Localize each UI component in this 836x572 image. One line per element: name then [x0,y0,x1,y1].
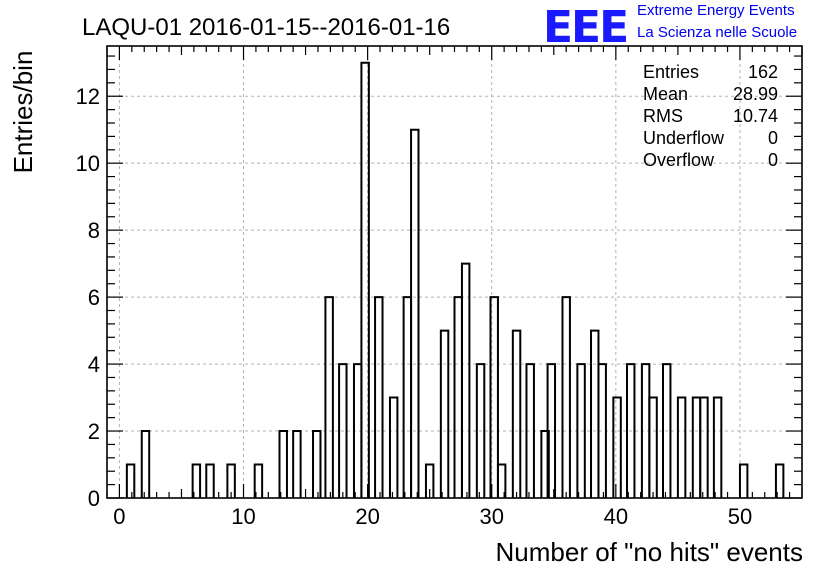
x-tick-label: 50 [728,504,752,529]
histogram-bin [576,363,586,498]
histogram-bin [612,396,622,498]
histogram-bin [402,296,413,498]
stats-value: 0 [768,150,778,170]
histogram-bin [460,262,471,498]
logo-line-1: Extreme Energy Events [637,2,795,19]
y-tick-label: 2 [88,419,100,444]
histogram-bin [597,363,607,498]
histogram-bin [712,396,723,498]
x-tick-label: 0 [113,504,125,529]
x-tick-label: 10 [231,504,255,529]
histogram-bin [140,430,151,498]
histogram-bin [691,396,702,498]
axis-ticks: 0 10 20 30 40 50 0 2 4 6 8 10 12 [76,46,803,529]
x-tick-label: 20 [355,504,379,529]
histogram-bin [410,128,420,498]
histogram-bin [561,296,571,498]
histogram-bin [453,296,463,498]
histogram-bin [424,463,435,498]
histogram-bin [475,363,486,498]
stats-label: Overflow [643,150,715,170]
histogram-bin [662,363,672,498]
histogram-bin [439,329,450,498]
histogram-bin [278,430,288,498]
histogram-bin [626,363,636,498]
stats-label: RMS [643,106,683,126]
histogram-bin [324,296,334,498]
stats-value: 10.74 [733,106,778,126]
histogram-bin [590,329,600,498]
chart-title: LAQU-01 2016-01-15--2016-01-16 [82,14,450,41]
histogram-bars [125,61,785,498]
y-tick-label: 4 [88,352,100,377]
grid-lines [107,46,802,498]
histogram-bin [338,363,348,498]
histogram-bin [360,61,370,498]
stats-box: Entries 162 Mean 28.99 RMS 10.74 Underflow 0 Ove… [643,62,778,170]
histogram-bin [525,363,535,498]
x-tick-label: 40 [604,504,628,529]
stats-label: Underflow [643,128,725,148]
stats-value: 0 [768,128,778,148]
y-tick-label: 8 [88,218,100,243]
histogram-bin [388,396,399,498]
histogram-bin [125,463,136,498]
y-tick-label: 12 [76,84,100,109]
histogram-bin [540,430,550,498]
histogram-bin [676,396,687,498]
histogram-bin [738,463,749,498]
histogram-bin [546,363,557,498]
stats-label: Entries [643,62,699,82]
histogram-bin [374,296,384,498]
histogram-bin [699,396,709,498]
histogram-bin [205,463,215,498]
y-tick-label: 6 [88,285,100,310]
histogram-bin [312,430,322,498]
logo-line-2: La Scienza nelle Scuole [637,24,798,41]
histogram-bin [253,463,264,498]
stats-label: Mean [643,84,688,104]
histogram-bin [226,463,236,498]
histogram-bin [191,463,202,498]
histogram-bin [496,463,507,498]
histogram-bin [648,396,658,498]
eee-logo: EEE [543,2,629,53]
histogram-bin [774,463,785,498]
histogram-bin [292,430,302,498]
histogram-bin [511,329,522,498]
y-tick-label: 0 [88,486,100,511]
x-tick-label: 30 [479,504,503,529]
stats-value: 28.99 [733,84,778,104]
y-axis-label: Entries/bin [8,51,38,174]
x-axis-label: Number of "no hits" events [496,537,804,567]
stats-value: 162 [748,62,778,82]
histogram-bin [489,296,499,498]
y-tick-label: 10 [76,151,100,176]
